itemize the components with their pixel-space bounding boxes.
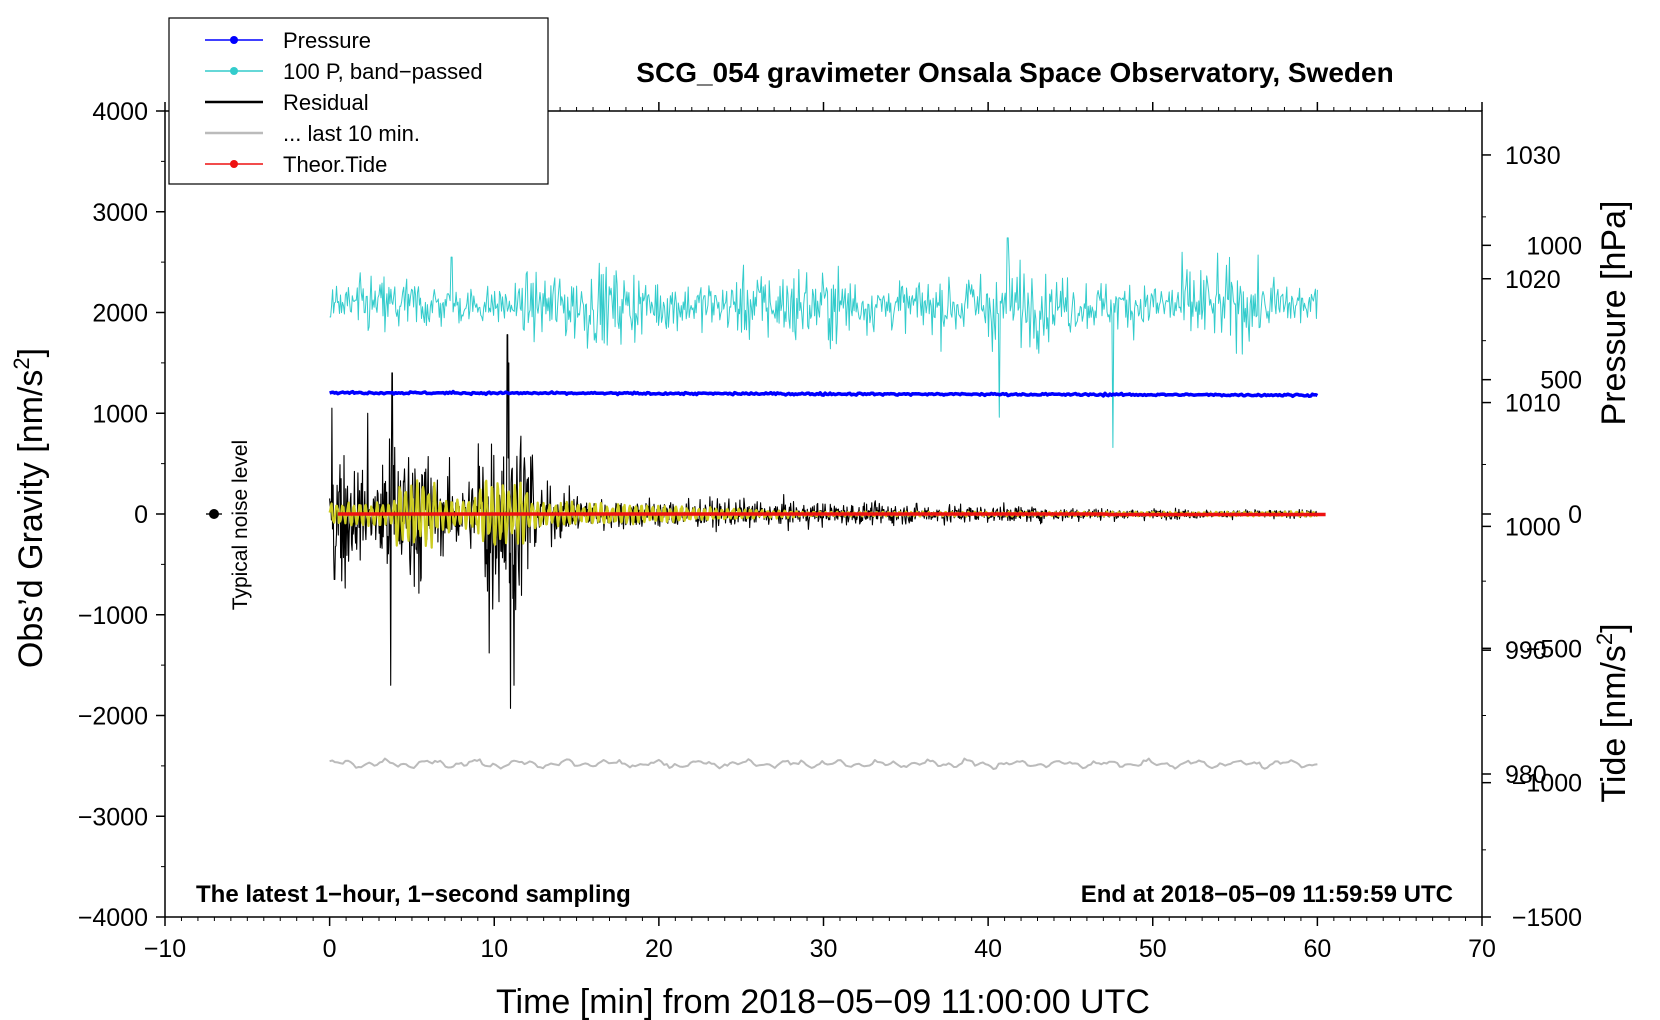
y-tick-label: 3000 <box>92 199 148 227</box>
y-axis-title-left-text: Obs’d Gravity [nm/s <box>12 370 50 669</box>
x-tick-label: 20 <box>645 935 673 963</box>
pressure-tick-label: 980 <box>1505 761 1547 789</box>
tide-tick-label: 500 <box>1540 367 1582 395</box>
annotation-end-time: End at 2018−05−09 11:59:59 UTC <box>1081 881 1453 908</box>
pressure-tick-label: 1030 <box>1505 142 1561 170</box>
y-axis-title-tide-end: ] <box>1595 623 1633 632</box>
y-tick-label: 1000 <box>92 400 148 428</box>
chart-title: SCG_054 gravimeter Onsala Space Observat… <box>636 57 1393 88</box>
y-axis-title-left: Obs’d Gravity [nm/s2] <box>9 348 50 668</box>
noise-marker-dot <box>209 509 219 519</box>
axis-ticks: −10 0 10 20 30 40 50 60 7040003000200010000−1000… <box>78 98 1582 963</box>
x-tick-label: 60 <box>1303 935 1331 963</box>
series-band-passed <box>329 237 1318 448</box>
x-tick-label: 70 <box>1468 935 1496 963</box>
legend-label-last-10-min: ... last 10 min. <box>283 121 420 146</box>
pressure-tick-label: 990 <box>1505 637 1547 665</box>
tide-tick-label: −500 <box>1526 635 1582 663</box>
tide-tick-label: 0 <box>1568 501 1582 529</box>
annotation-sampling: The latest 1−hour, 1−second sampling <box>196 881 631 908</box>
series-layer <box>328 237 1326 770</box>
series-theor-tide <box>337 512 1326 517</box>
noise-marker <box>206 509 222 519</box>
x-tick-label: 30 <box>810 935 838 963</box>
y-tick-label: −2000 <box>78 703 148 731</box>
tide-tick-label: −1500 <box>1512 904 1582 932</box>
x-tick-label: 40 <box>974 935 1002 963</box>
y-axis-title-tide: Tide [nm/s2] <box>1592 623 1633 802</box>
x-tick-label: 0 <box>323 935 337 963</box>
legend-label-pressure: Pressure <box>283 28 371 53</box>
legend-marker-theor-tide <box>230 160 238 168</box>
x-tick-label: −10 <box>144 935 186 963</box>
legend-item-pressure: Pressure <box>205 28 371 53</box>
y-tick-label: 2000 <box>92 300 148 328</box>
legend-item-last-10-min: ... last 10 min. <box>205 121 420 146</box>
legend-label-theor-tide: Theor.Tide <box>283 152 387 177</box>
legend-item-residual: Residual <box>205 90 369 115</box>
tide-tick-label: 1000 <box>1526 232 1582 260</box>
y-tick-label: −3000 <box>78 803 148 831</box>
y-axis-title-pressure: Pressure [hPa] <box>1595 201 1633 426</box>
pressure-tick-label: 1020 <box>1505 266 1561 294</box>
y-tick-label: −1000 <box>78 602 148 630</box>
legend-marker-pressure <box>230 36 238 44</box>
noise-label: Typical noise level <box>229 440 252 610</box>
pressure-tick-label: 1010 <box>1505 390 1561 418</box>
y-axis-title-tide-sup: 2 <box>1592 633 1617 645</box>
legend-marker-band-passed <box>230 67 238 75</box>
y-axis-title-tide-text: Tide [nm/s <box>1595 645 1633 802</box>
legend-item-band-passed: 100 P, band−passed <box>205 59 483 84</box>
series-last-10-min <box>329 757 1318 770</box>
legend-item-theor-tide: Theor.Tide <box>205 152 387 177</box>
legend-label-band-passed: 100 P, band−passed <box>283 59 483 84</box>
x-axis-title: Time [min] from 2018−05−09 11:00:00 UTC <box>496 983 1150 1020</box>
x-tick-label: 50 <box>1139 935 1167 963</box>
y-tick-label: 0 <box>134 501 148 529</box>
legend: Pressure 100 P, band−passed Residual ...… <box>168 17 549 185</box>
series-pressure <box>329 389 1319 399</box>
y-tick-label: −4000 <box>78 904 148 932</box>
y-axis-title-left-end: ] <box>12 348 50 357</box>
y-axis-title-left-sup: 2 <box>9 357 34 369</box>
y-tick-label: 4000 <box>92 98 148 126</box>
pressure-tick-label: 1000 <box>1505 513 1561 541</box>
legend-label-residual: Residual <box>283 90 369 115</box>
x-tick-label: 10 <box>480 935 508 963</box>
tide-tick-label: −1000 <box>1512 770 1582 798</box>
